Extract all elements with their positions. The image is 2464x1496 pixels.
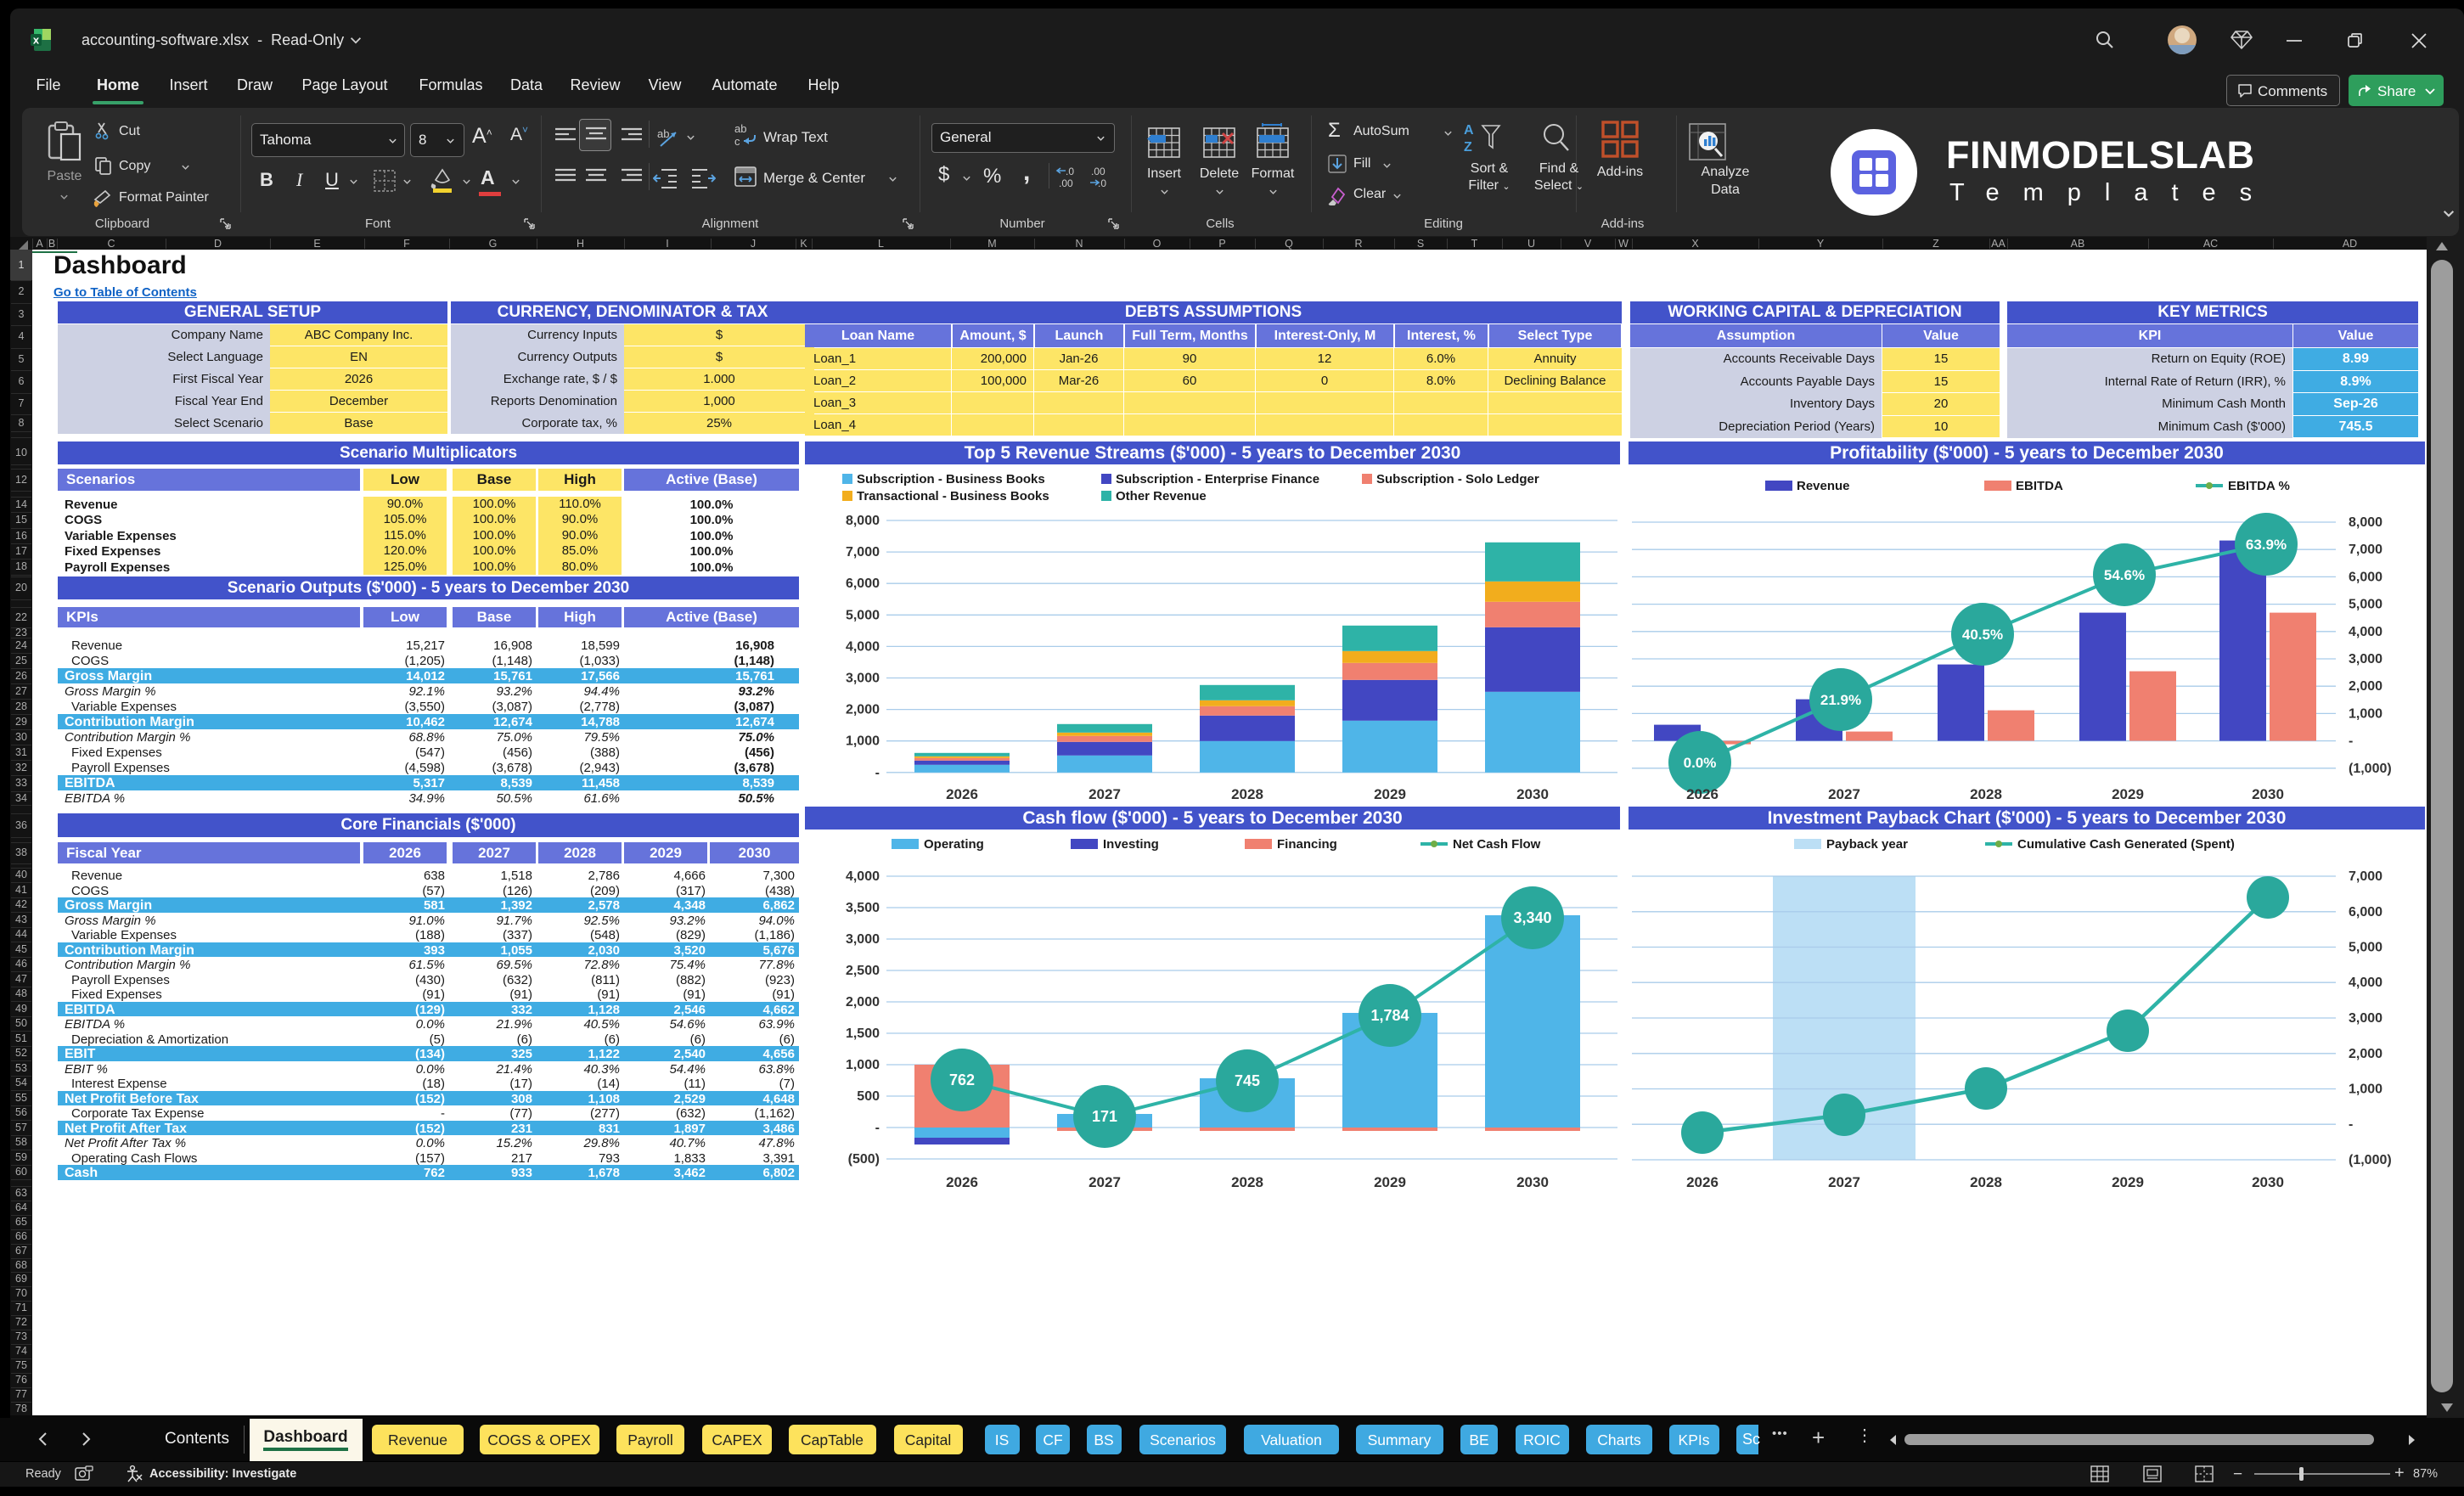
svg-text:2026: 2026 bbox=[1686, 1174, 1719, 1190]
svg-text:Financing: Financing bbox=[1277, 837, 1337, 852]
svg-text:2029: 2029 bbox=[1374, 1174, 1406, 1190]
svg-text:Cumulative Cash Generated (Spe: Cumulative Cash Generated (Spent) bbox=[2017, 837, 2235, 852]
svg-text:Operating: Operating bbox=[924, 837, 984, 852]
svg-text:Subscription - Enterprise Fina: Subscription - Enterprise Finance bbox=[1116, 472, 1319, 486]
svg-text:4,000: 4,000 bbox=[846, 869, 880, 884]
svg-text:.00: .00 bbox=[1091, 166, 1105, 177]
svg-text:1,784: 1,784 bbox=[1370, 1007, 1409, 1024]
svg-text:2028: 2028 bbox=[1970, 1174, 2002, 1190]
svg-text:EBITDA: EBITDA bbox=[2016, 479, 2063, 493]
svg-text:-: - bbox=[2349, 734, 2353, 749]
svg-text:Z: Z bbox=[1464, 140, 1472, 155]
svg-text:2,000: 2,000 bbox=[846, 703, 880, 717]
svg-text:7,000: 7,000 bbox=[2349, 543, 2382, 557]
svg-text:(1,000): (1,000) bbox=[2349, 1153, 2392, 1167]
svg-text:-: - bbox=[875, 1121, 880, 1135]
svg-text:c: c bbox=[734, 135, 740, 148]
svg-text:4,000: 4,000 bbox=[2349, 625, 2382, 639]
svg-text:3,000: 3,000 bbox=[2349, 1011, 2382, 1026]
svg-text:1,000: 1,000 bbox=[2349, 1083, 2382, 1097]
svg-text:Profitability ($'000) - 5 year: Profitability ($'000) - 5 years to Decem… bbox=[1830, 443, 2224, 463]
svg-text:1,000: 1,000 bbox=[846, 1058, 880, 1072]
svg-text:171: 171 bbox=[1092, 1108, 1117, 1125]
svg-text:-: - bbox=[875, 766, 880, 780]
svg-text:2028: 2028 bbox=[1970, 786, 2002, 802]
svg-text:2027: 2027 bbox=[1828, 786, 1860, 802]
svg-text:6,000: 6,000 bbox=[2349, 570, 2382, 584]
svg-text:63.9%: 63.9% bbox=[2246, 537, 2287, 553]
svg-text:2,500: 2,500 bbox=[846, 964, 880, 978]
svg-text:2030: 2030 bbox=[1516, 786, 1549, 802]
svg-text:3,340: 3,340 bbox=[1513, 909, 1551, 926]
svg-text:2030: 2030 bbox=[1516, 1174, 1549, 1190]
svg-text:Investment Payback Chart ($'00: Investment Payback Chart ($'000) - 5 yea… bbox=[1768, 808, 2287, 828]
svg-text:2,000: 2,000 bbox=[846, 995, 880, 1010]
svg-text:6,000: 6,000 bbox=[846, 576, 880, 591]
svg-text:2,000: 2,000 bbox=[2349, 679, 2382, 694]
svg-text:40.5%: 40.5% bbox=[1962, 627, 2003, 643]
svg-text:5,000: 5,000 bbox=[2349, 941, 2382, 955]
svg-text:2026: 2026 bbox=[1686, 786, 1719, 802]
svg-text:2026: 2026 bbox=[946, 786, 978, 802]
svg-text:Investing: Investing bbox=[1103, 837, 1159, 852]
svg-text:Cash flow ($'000) - 5 years to: Cash flow ($'000) - 5 years to December … bbox=[1022, 808, 1402, 828]
svg-text:3,000: 3,000 bbox=[846, 932, 880, 947]
svg-text:6,000: 6,000 bbox=[2349, 905, 2382, 920]
svg-text:4,000: 4,000 bbox=[846, 639, 880, 654]
svg-text:-: - bbox=[2349, 1117, 2353, 1132]
svg-text:7,000: 7,000 bbox=[2349, 869, 2382, 884]
svg-text:.0: .0 bbox=[1098, 177, 1106, 188]
svg-text:x: x bbox=[33, 34, 40, 47]
svg-text:2,000: 2,000 bbox=[2349, 1047, 2382, 1061]
svg-text:2026: 2026 bbox=[946, 1174, 978, 1190]
svg-text:2027: 2027 bbox=[1089, 1174, 1121, 1190]
svg-text:Net Cash Flow: Net Cash Flow bbox=[1453, 837, 1541, 852]
svg-text:3,500: 3,500 bbox=[846, 901, 880, 915]
svg-text:2029: 2029 bbox=[2112, 1174, 2144, 1190]
svg-text:Transactional - Business Books: Transactional - Business Books bbox=[857, 489, 1049, 503]
svg-text:21.9%: 21.9% bbox=[1820, 692, 1861, 708]
svg-text:3,000: 3,000 bbox=[2349, 652, 2382, 666]
svg-text:3,000: 3,000 bbox=[846, 672, 880, 686]
svg-text:7,000: 7,000 bbox=[846, 545, 880, 560]
svg-text:5,000: 5,000 bbox=[846, 608, 880, 622]
svg-text:2027: 2027 bbox=[1828, 1174, 1860, 1190]
svg-text:1,500: 1,500 bbox=[846, 1026, 880, 1041]
svg-text:ab: ab bbox=[734, 122, 746, 135]
svg-text:0.0%: 0.0% bbox=[1684, 755, 1717, 771]
svg-text:Top 5 Revenue Streams ($'000): Top 5 Revenue Streams ($'000) - 5 years … bbox=[965, 443, 1461, 463]
svg-text:Other Revenue: Other Revenue bbox=[1116, 489, 1207, 503]
svg-text:5,000: 5,000 bbox=[2349, 598, 2382, 612]
svg-text:2029: 2029 bbox=[2112, 786, 2144, 802]
svg-text:2030: 2030 bbox=[2252, 1174, 2284, 1190]
svg-text:745: 745 bbox=[1235, 1072, 1260, 1089]
svg-text:EBITDA %: EBITDA % bbox=[2228, 479, 2290, 493]
svg-text:8,000: 8,000 bbox=[2349, 515, 2382, 530]
svg-text:4,000: 4,000 bbox=[2349, 976, 2382, 990]
svg-text:1,000: 1,000 bbox=[2349, 706, 2382, 721]
svg-text:(1,000): (1,000) bbox=[2349, 762, 2392, 776]
svg-text:.00: .00 bbox=[1059, 177, 1073, 188]
svg-text:ab: ab bbox=[657, 127, 669, 140]
svg-text:8,000: 8,000 bbox=[846, 514, 880, 528]
svg-text:.0: .0 bbox=[1066, 166, 1074, 177]
svg-text:Subscription - Business Books: Subscription - Business Books bbox=[857, 472, 1045, 486]
svg-text:Revenue: Revenue bbox=[1797, 479, 1850, 493]
svg-text:2028: 2028 bbox=[1231, 1174, 1263, 1190]
svg-text:2029: 2029 bbox=[1374, 786, 1406, 802]
svg-text:Subscription - Solo Ledger: Subscription - Solo Ledger bbox=[1376, 472, 1539, 486]
svg-text:762: 762 bbox=[949, 1071, 975, 1088]
svg-text:500: 500 bbox=[857, 1089, 880, 1104]
svg-text:2028: 2028 bbox=[1231, 786, 1263, 802]
svg-text:2027: 2027 bbox=[1089, 786, 1121, 802]
svg-text:A: A bbox=[1464, 123, 1474, 138]
svg-text:Payback year: Payback year bbox=[1826, 837, 1908, 852]
svg-text:2030: 2030 bbox=[2252, 786, 2284, 802]
svg-text:1,000: 1,000 bbox=[846, 734, 880, 749]
svg-text:54.6%: 54.6% bbox=[2104, 567, 2145, 583]
svg-text:(500): (500) bbox=[848, 1152, 880, 1167]
